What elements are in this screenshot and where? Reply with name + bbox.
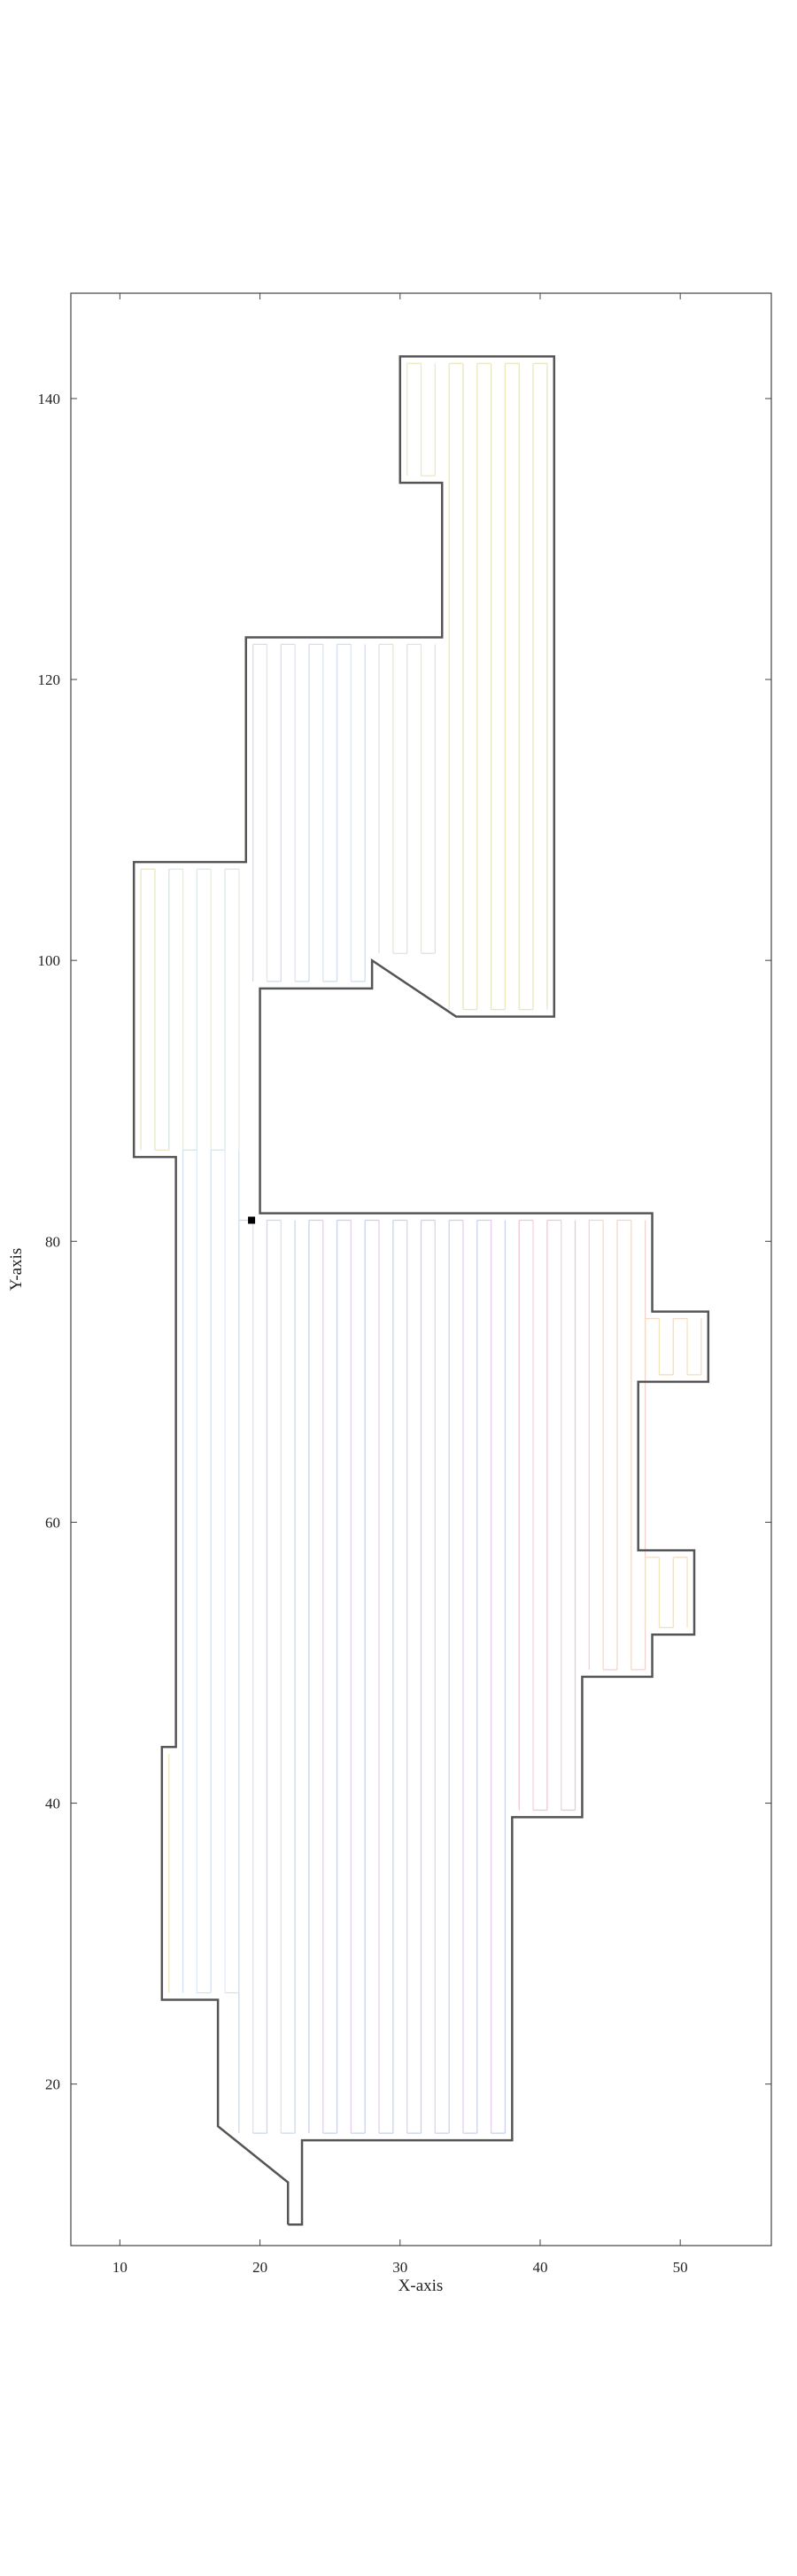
x-tick-label: 30 (392, 2259, 407, 2276)
plot-frame (70, 292, 772, 2246)
y-tick-label: 80 (45, 1233, 60, 1250)
x-tick-label: 20 (252, 2259, 267, 2276)
y-tick-label: 140 (38, 391, 61, 407)
y-tick-label: 40 (45, 1796, 60, 1812)
x-axis-label: X-axis (398, 2277, 444, 2295)
x-tick-label: 50 (673, 2259, 688, 2276)
coverage-sweep-lines (140, 362, 702, 2134)
start-point-marker (248, 1216, 256, 1224)
y-tick-label: 120 (38, 671, 61, 688)
y-tick-label: 100 (38, 952, 61, 969)
x-axis-ticks: 10 20 30 40 50 (112, 293, 688, 2276)
x-tick-label: 40 (532, 2259, 547, 2276)
x-tick-label: 10 (112, 2259, 128, 2276)
y-axis-ticks: 20 40 60 80 100 120 140 (38, 391, 771, 2093)
y-tick-label: 60 (45, 1514, 60, 1531)
field-boundary (132, 355, 710, 2226)
y-tick-label: 20 (45, 2076, 60, 2093)
y-axis-label: Y-axis (7, 1248, 26, 1292)
